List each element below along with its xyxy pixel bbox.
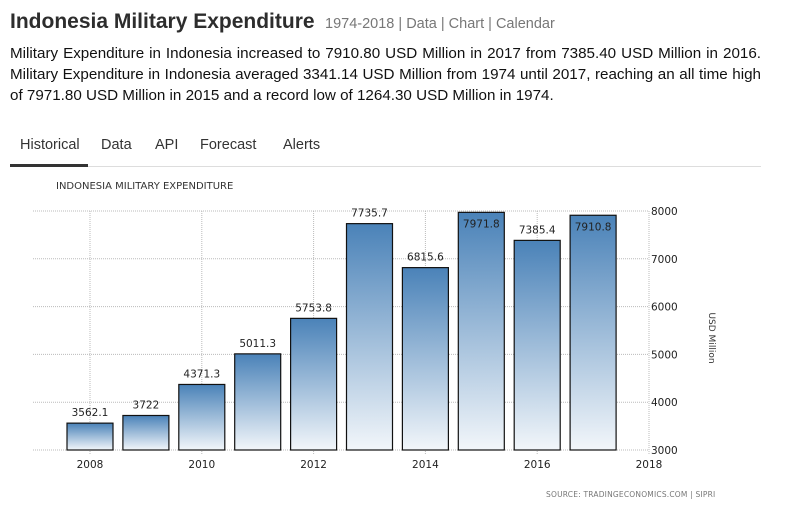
chart-link[interactable]: Chart bbox=[448, 16, 485, 32]
data-label: 5011.3 bbox=[239, 338, 276, 350]
data-label: 7971.8 bbox=[463, 218, 500, 230]
y-axis-ticks: 3000 4000 5000 6000 7000 8000 bbox=[651, 206, 678, 457]
data-label: 3722 bbox=[133, 399, 160, 411]
y-tick-label: 8000 bbox=[651, 206, 678, 218]
bar bbox=[66, 422, 114, 451]
bar bbox=[345, 223, 394, 451]
chart-title: INDONESIA MILITARY EXPENDITURE bbox=[56, 181, 233, 192]
description-text: Military Expenditure in Indonesia increa… bbox=[10, 45, 761, 104]
x-tick-label: 2014 bbox=[412, 459, 439, 471]
calendar-link[interactable]: Calendar bbox=[495, 16, 555, 32]
x-tick-label: 2012 bbox=[300, 459, 327, 471]
y-axis-label: USD Million bbox=[706, 312, 716, 363]
tab-data[interactable]: Data bbox=[101, 137, 132, 153]
bar bbox=[569, 214, 617, 451]
bar bbox=[122, 414, 170, 451]
y-tick-label: 7000 bbox=[651, 254, 678, 266]
x-tick-label: 2016 bbox=[524, 459, 551, 471]
bar bbox=[234, 353, 282, 451]
bar bbox=[457, 211, 505, 451]
bars-group bbox=[66, 211, 617, 451]
y-tick-label: 6000 bbox=[651, 302, 678, 314]
data-label: 7910.8 bbox=[575, 221, 612, 233]
bar bbox=[290, 317, 338, 451]
x-axis-ticks: 2008 2010 2012 2014 2016 2018 bbox=[77, 459, 663, 471]
y-tick-label: 4000 bbox=[651, 397, 678, 409]
header-subnav: 1974-2018 | Data | Chart | Calendar bbox=[325, 16, 555, 32]
data-label: 7735.7 bbox=[351, 208, 388, 220]
data-label: 7385.4 bbox=[519, 224, 556, 236]
page-title: Indonesia Military Expenditure bbox=[10, 10, 315, 33]
y-tick-label: 5000 bbox=[651, 349, 678, 361]
x-tick-label: 2018 bbox=[636, 459, 663, 471]
tab-bar: Historical Data API Forecast Alerts bbox=[10, 128, 761, 167]
tab-alerts[interactable]: Alerts bbox=[283, 137, 321, 153]
bar bbox=[401, 267, 449, 451]
data-label: 6815.6 bbox=[407, 252, 444, 264]
data-label: 5753.8 bbox=[295, 302, 332, 314]
tab-historical[interactable]: Historical bbox=[20, 137, 80, 153]
data-link[interactable]: Data bbox=[406, 16, 437, 32]
tab-forecast[interactable]: Forecast bbox=[200, 137, 257, 153]
x-tick-label: 2010 bbox=[188, 459, 215, 471]
page-header: Indonesia Military Expenditure 1974-2018… bbox=[10, 10, 555, 34]
tab-api[interactable]: API bbox=[155, 137, 179, 153]
bar bbox=[513, 239, 561, 451]
date-range: 1974-2018 bbox=[325, 16, 395, 32]
data-labels-group: 3562.1 3722 4371.3 5011.3 5753.8 7735.7 6815.6… bbox=[72, 208, 612, 419]
separator: | bbox=[488, 16, 496, 32]
x-tick-label: 2008 bbox=[77, 459, 104, 471]
bar bbox=[178, 383, 226, 451]
data-label: 4371.3 bbox=[183, 368, 220, 380]
y-tick-label: 3000 bbox=[651, 445, 678, 457]
separator: | bbox=[398, 16, 407, 32]
separator: | bbox=[440, 16, 449, 32]
active-tab-indicator bbox=[10, 164, 88, 167]
source-note: SOURCE: TRADINGECONOMICS.COM | SIPRI bbox=[546, 490, 715, 499]
data-label: 3562.1 bbox=[72, 407, 109, 419]
